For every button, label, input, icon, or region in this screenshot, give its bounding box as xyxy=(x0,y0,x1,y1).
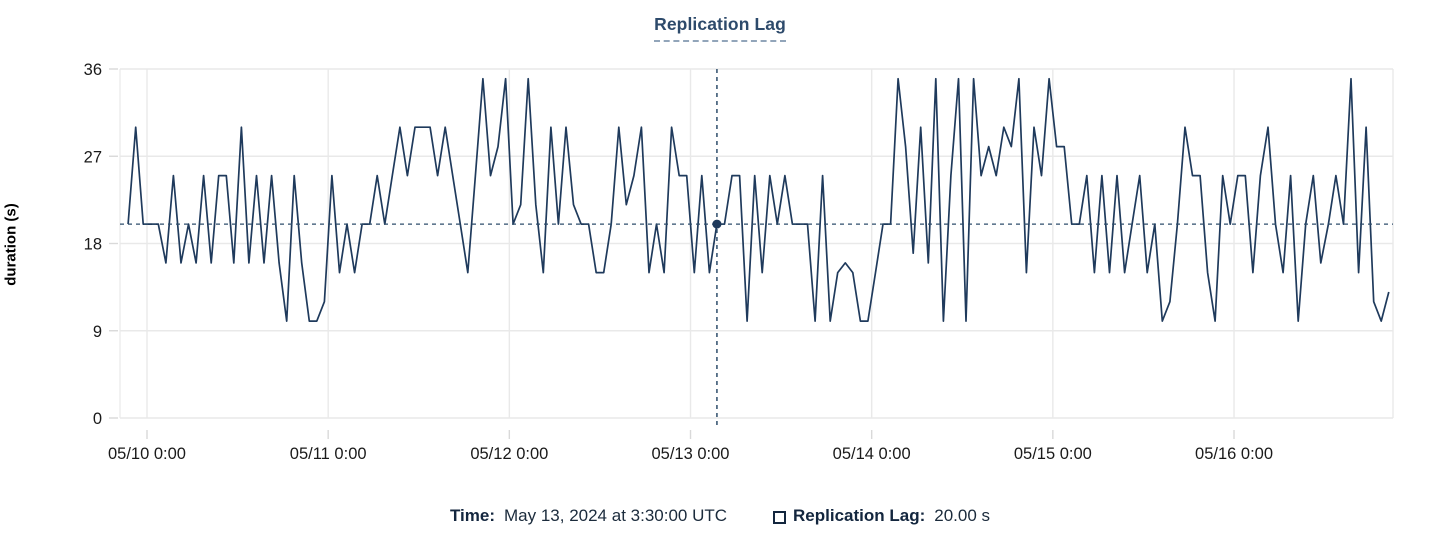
x-tick-label: 05/16 0:00 xyxy=(1195,445,1273,463)
chart-header: Replication Lag xyxy=(0,14,1440,42)
hovered-point-marker[interactable] xyxy=(712,219,722,229)
series-legend-value: 20.00 s xyxy=(934,506,991,525)
y-tick-label: 9 xyxy=(93,323,102,341)
chart-plot-area[interactable]: 0 9 18 27 36 05/10 0:00 05/11 0:00 05/12 0:00 05… xyxy=(0,0,1440,475)
tooltip-time-value: May 13, 2024 at 3:30:00 UTC xyxy=(504,506,728,525)
y-tick-label: 0 xyxy=(93,410,102,428)
y-tick-label: 18 xyxy=(84,236,102,254)
series-legend-label[interactable]: Replication Lag: xyxy=(793,506,926,525)
x-tick-label: 05/11 0:00 xyxy=(290,445,367,463)
series-swatch-icon[interactable] xyxy=(773,510,787,524)
x-tick-label: 05/13 0:00 xyxy=(652,445,730,463)
hover-tooltip-legend: Time: May 13, 2024 at 3:30:00 UTC Replic… xyxy=(0,506,1440,526)
x-tick-label: 05/12 0:00 xyxy=(470,445,548,463)
x-tick-label: 05/15 0:00 xyxy=(1014,445,1092,463)
y-tick-label: 36 xyxy=(84,61,102,79)
x-tick-label: 05/10 0:00 xyxy=(108,445,186,463)
chart-title[interactable]: Replication Lag xyxy=(654,14,786,42)
replication-lag-line xyxy=(127,77,1390,322)
y-tick-label: 27 xyxy=(84,148,102,166)
tooltip-time-label: Time: xyxy=(449,506,495,525)
x-tick-label: 05/14 0:00 xyxy=(833,445,911,463)
